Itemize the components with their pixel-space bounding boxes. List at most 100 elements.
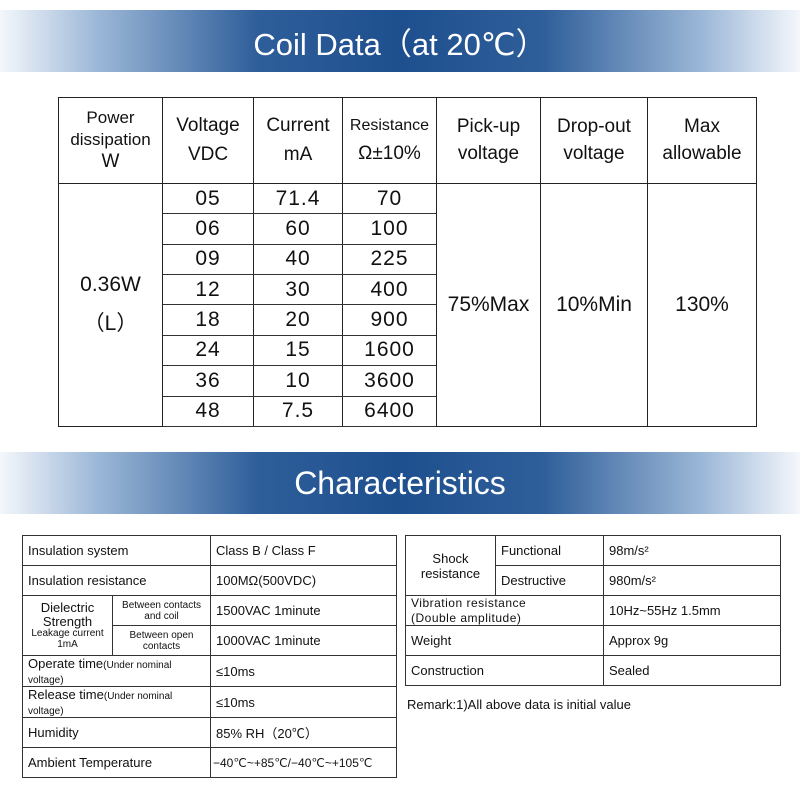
ambient-temperature-value: −40℃~+85℃/−40℃~+105℃ bbox=[210, 747, 397, 778]
header-dropout-l2: voltage bbox=[563, 143, 625, 165]
operate-time-label-cell: Operate time(Under nominal voltage) bbox=[22, 655, 211, 687]
header-resistance-l2: Ω±10% bbox=[358, 142, 421, 164]
header-max: Max allowable bbox=[647, 97, 757, 184]
weight-value: Approx 9g bbox=[603, 625, 781, 656]
voltage-cell: 12 bbox=[162, 274, 254, 306]
resistance-cell: 900 bbox=[342, 304, 437, 336]
header-max-l2: allowable bbox=[662, 143, 742, 165]
coil-row: 12 30 400 bbox=[59, 274, 757, 306]
pickup-value: 75%Max bbox=[436, 182, 541, 428]
coil-data-table: Power dissipation W Voltage VDC Current … bbox=[58, 97, 757, 428]
coil-header-row: Power dissipation W Voltage VDC Current … bbox=[58, 97, 757, 184]
resistance-cell: 1600 bbox=[342, 334, 437, 367]
header-voltage-l1: Voltage bbox=[176, 114, 240, 136]
power-value: 0.36W bbox=[80, 272, 141, 296]
vibration-label-l1: Vibration resistance bbox=[411, 596, 527, 611]
resistance-cell: 70 bbox=[342, 182, 437, 215]
dielectric-row-1: Dielectric Strength Leakage current 1mA … bbox=[22, 595, 397, 656]
dielectric-label-l1: Dielectric bbox=[40, 599, 95, 615]
current-cell: 15 bbox=[253, 334, 343, 367]
header-power-l3: W bbox=[101, 150, 120, 172]
header-power: Power dissipation W bbox=[58, 97, 163, 184]
voltage-cell: 18 bbox=[162, 304, 254, 336]
shock-row-1: Shock resistance Functional 98m/s² bbox=[405, 535, 781, 596]
release-time-label-cell: Release time(Under nominal voltage) bbox=[22, 686, 211, 718]
voltage-cell: 48 bbox=[162, 395, 254, 428]
shock-label-l1: Shock bbox=[432, 550, 469, 566]
dropout-value: 10%Min bbox=[540, 182, 648, 428]
release-time-note: (Under nominal voltage) bbox=[28, 691, 173, 717]
current-cell: 40 bbox=[253, 243, 343, 276]
functional-label: Functional bbox=[495, 535, 604, 566]
shock-label-l2: resistance bbox=[420, 565, 481, 581]
resistance-cell: 225 bbox=[342, 243, 437, 276]
coil-row: 09 40 225 bbox=[59, 243, 757, 276]
header-voltage: Voltage VDC bbox=[162, 97, 254, 184]
header-current-l2: mA bbox=[283, 144, 313, 166]
characteristics-left-table: Insulation system Class B / Class F Insu… bbox=[22, 535, 397, 778]
ambient-temperature-row: Ambient Temperature −40℃~+85℃/−40℃~+105℃ bbox=[22, 747, 397, 778]
header-power-l2: dissipation bbox=[70, 129, 151, 149]
between-open-contacts-l1: Between open bbox=[129, 629, 194, 641]
header-current-l1: Current bbox=[266, 114, 330, 136]
characteristics-banner: Characteristics bbox=[0, 452, 800, 514]
insulation-resistance-row: Insulation resistance 100MΩ(500VDC) bbox=[22, 565, 397, 596]
insulation-system-label: Insulation system bbox=[22, 535, 211, 566]
weight-row: Weight Approx 9g bbox=[405, 625, 781, 656]
insulation-system-row: Insulation system Class B / Class F bbox=[22, 535, 397, 566]
operate-time-row: Operate time(Under nominal voltage) ≤10m… bbox=[22, 655, 397, 687]
vibration-label-l2: (Double amplitude) bbox=[411, 610, 522, 625]
header-dropout-l1: Drop-out bbox=[557, 115, 631, 137]
leakage-l1: Leakage current bbox=[31, 628, 104, 640]
weight-label: Weight bbox=[405, 625, 604, 656]
voltage-cell: 09 bbox=[162, 243, 254, 276]
coil-row: 36 10 3600 bbox=[59, 365, 757, 397]
header-current: Current mA bbox=[253, 97, 343, 184]
current-cell: 7.5 bbox=[253, 395, 343, 428]
current-cell: 20 bbox=[253, 304, 343, 336]
shock-label-cell: Shock resistance bbox=[405, 535, 496, 596]
voltage-cell: 06 bbox=[162, 213, 254, 245]
release-time-value: ≤10ms bbox=[210, 686, 397, 718]
voltage-cell: 24 bbox=[162, 334, 254, 367]
voltage-cell: 36 bbox=[162, 365, 254, 397]
destructive-label: Destructive bbox=[495, 565, 604, 596]
between-open-contacts-value: 1000VAC 1minute bbox=[210, 625, 397, 656]
operate-time-note: (Under nominal voltage) bbox=[28, 660, 172, 686]
header-resistance: Resistance Ω±10% bbox=[342, 97, 437, 184]
coil-row: 0.36W （L） 05 71.4 70 75%Max 10%Min 130% bbox=[58, 182, 757, 428]
dielectric-label-l2: Strength bbox=[42, 613, 93, 629]
vibration-value: 10Hz~55Hz 1.5mm bbox=[603, 595, 781, 626]
coil-row: 18 20 900 bbox=[59, 304, 757, 336]
resistance-cell: 100 bbox=[342, 213, 437, 245]
operate-time-value: ≤10ms bbox=[210, 655, 397, 687]
humidity-row: Humidity 85% RH（20℃） bbox=[22, 717, 397, 748]
header-resistance-l1: Resistance bbox=[349, 116, 430, 134]
coil-data-banner: Coil Data（at 20℃） bbox=[0, 10, 800, 72]
vibration-row: Vibration resistance (Double amplitude) … bbox=[405, 595, 781, 626]
insulation-system-value: Class B / Class F bbox=[210, 535, 397, 566]
power-value-cell: 0.36W （L） bbox=[58, 182, 163, 428]
resistance-cell: 6400 bbox=[342, 395, 437, 428]
between-open-contacts-l2: contacts bbox=[142, 640, 181, 652]
coil-row: 06 60 100 bbox=[59, 213, 757, 245]
resistance-cell: 400 bbox=[342, 274, 437, 306]
current-cell: 10 bbox=[253, 365, 343, 397]
voltage-cell: 05 bbox=[162, 182, 254, 215]
vibration-label-cell: Vibration resistance (Double amplitude) bbox=[405, 595, 604, 626]
ambient-temperature-label: Ambient Temperature bbox=[22, 747, 211, 778]
header-pickup-l2: voltage bbox=[457, 143, 520, 165]
coil-row: 24 15 1600 bbox=[59, 334, 757, 367]
resistance-cell: 3600 bbox=[342, 365, 437, 397]
current-cell: 60 bbox=[253, 213, 343, 245]
coil-row: 48 7.5 6400 bbox=[59, 395, 757, 428]
header-voltage-l2: VDC bbox=[187, 144, 229, 166]
remark-note: Remark:1)All above data is initial value bbox=[407, 697, 631, 712]
release-time-row: Release time(Under nominal voltage) ≤10m… bbox=[22, 686, 397, 718]
construction-row: Construction Sealed bbox=[405, 655, 781, 686]
insulation-resistance-value: 100MΩ(500VDC) bbox=[210, 565, 397, 596]
characteristics-right-table: Shock resistance Functional 98m/s² Destr… bbox=[405, 535, 781, 686]
humidity-label: Humidity bbox=[22, 717, 211, 748]
header-power-l1: Power bbox=[86, 108, 135, 128]
construction-label: Construction bbox=[405, 655, 604, 686]
